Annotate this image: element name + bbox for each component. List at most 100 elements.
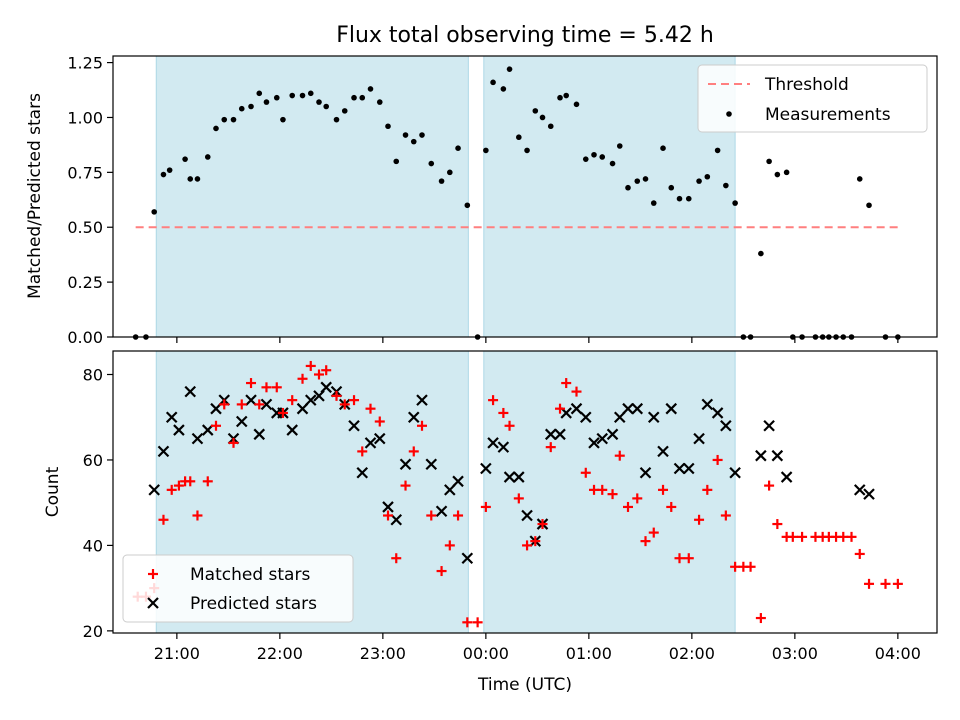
measurement-point	[341, 108, 348, 114]
y-tick-label: 80	[83, 366, 103, 385]
predicted-star-point	[755, 449, 767, 462]
measurement-point	[582, 156, 589, 162]
matched-star-point	[453, 510, 464, 521]
matched-star-point	[202, 476, 213, 487]
predicted-star-point-b	[157, 445, 170, 458]
predicted-star-point-b	[191, 432, 204, 445]
predicted-star-point	[399, 458, 412, 471]
measurement-point	[428, 160, 435, 167]
matched-star-point	[488, 395, 499, 406]
predicted-star-point	[191, 432, 204, 445]
matched-star-point	[408, 446, 419, 457]
predicted-stars-points	[148, 381, 875, 565]
x-tick-label: 23:00	[360, 644, 406, 663]
measurement-point	[704, 173, 711, 180]
predicted-star-point-b	[780, 471, 793, 483]
matched-star-point	[331, 390, 342, 401]
matched-star-point	[228, 437, 239, 448]
matched-star-point	[349, 395, 360, 406]
measurement-point	[307, 90, 314, 97]
matched-star-point	[880, 578, 891, 589]
measurement-point	[668, 184, 675, 191]
predicted-star-point	[497, 441, 510, 453]
predicted-star-point-b	[497, 441, 510, 453]
matched-star-point	[755, 613, 766, 624]
measurement-point	[563, 92, 569, 99]
panel-ratio: 0.00 0.25 0.50 0.75 1.00 1.25 Matched/Predict…	[25, 54, 938, 347]
matched-star-point	[305, 360, 316, 371]
measurement-point	[714, 147, 721, 154]
predicted-star-point	[639, 466, 652, 479]
matched-star-point	[764, 480, 775, 491]
measurement-point	[625, 184, 631, 191]
matched-star-point	[219, 399, 230, 410]
measurement-point	[490, 79, 496, 86]
predicted-star-point-b	[148, 484, 160, 496]
x-tick-label: 00:00	[463, 644, 509, 663]
predicted-star-point-b	[579, 411, 592, 424]
predicted-star-point	[647, 411, 660, 424]
predicted-star-point	[320, 381, 332, 394]
x-tick-label: 22:00	[257, 644, 303, 663]
predicted-star-point	[631, 402, 644, 415]
predicted-star-point	[173, 424, 185, 436]
measurement-point	[676, 195, 683, 202]
measurement-point	[182, 156, 188, 162]
matched-star-point	[436, 566, 447, 577]
measurement-point	[524, 147, 530, 154]
matched-star-point	[648, 527, 659, 538]
matched-star-point	[522, 540, 533, 551]
predicted-star-point-b	[554, 428, 566, 441]
legend: Threshold Measurements	[697, 64, 928, 133]
matched-star-point	[537, 519, 548, 530]
predicted-star-point-b	[165, 411, 178, 424]
measurement-point	[447, 169, 453, 176]
predicted-star-point-b	[173, 424, 185, 436]
x-axis-ticks	[176, 337, 899, 343]
predicted-star-point-b	[521, 509, 533, 522]
measurement-point	[402, 132, 409, 138]
matched-star-point	[530, 536, 541, 547]
y-tick-label: 1.00	[67, 108, 103, 127]
predicted-star-point-b	[286, 424, 298, 436]
predicted-star-point-b	[755, 449, 767, 462]
predicted-star-point	[657, 445, 669, 458]
predicted-star-point	[771, 449, 784, 462]
y-tick-label: 20	[83, 622, 103, 641]
predicted-star-point-b	[711, 407, 724, 419]
predicted-star-point-b	[253, 428, 266, 441]
shaded-interval	[483, 55, 736, 338]
matched-star-point	[561, 378, 572, 389]
measurement-point	[783, 169, 790, 176]
matched-star-point	[444, 540, 455, 551]
measurement-point	[263, 99, 270, 105]
y-tick-label: 0.75	[67, 163, 103, 182]
matched-star-point	[297, 373, 308, 384]
measurement-point	[774, 171, 781, 178]
predicted-star-point-b	[235, 415, 248, 428]
predicted-star-point-b	[382, 501, 394, 513]
predicted-star-point	[673, 462, 686, 475]
measurement-point	[280, 116, 286, 123]
predicted-star-point-b	[544, 428, 557, 441]
predicted-star-point	[253, 428, 266, 441]
chart-title: Flux total observing time = 5.42 h	[336, 23, 714, 48]
measurement-points	[132, 66, 901, 340]
legend-matched-swatch	[148, 569, 158, 579]
predicted-star-point-b	[373, 432, 386, 445]
predicted-star-point-b	[461, 552, 474, 565]
y-tick-label: 60	[83, 451, 103, 470]
measurement-point	[464, 202, 471, 209]
legend-box	[122, 554, 354, 623]
measurement-point	[273, 94, 280, 101]
predicted-star-point-b	[320, 381, 332, 394]
matched-star-point	[383, 510, 394, 521]
predicted-star-point-b	[657, 445, 669, 458]
predicted-star-point	[425, 458, 438, 471]
measurement-point	[194, 176, 201, 182]
predicted-star-point	[184, 385, 197, 398]
predicted-star-point	[286, 424, 298, 436]
y-axis-ticks: 0.00 0.25 0.50 0.75 1.00 1.25	[67, 54, 113, 347]
predicted-star-point-b	[364, 437, 377, 449]
